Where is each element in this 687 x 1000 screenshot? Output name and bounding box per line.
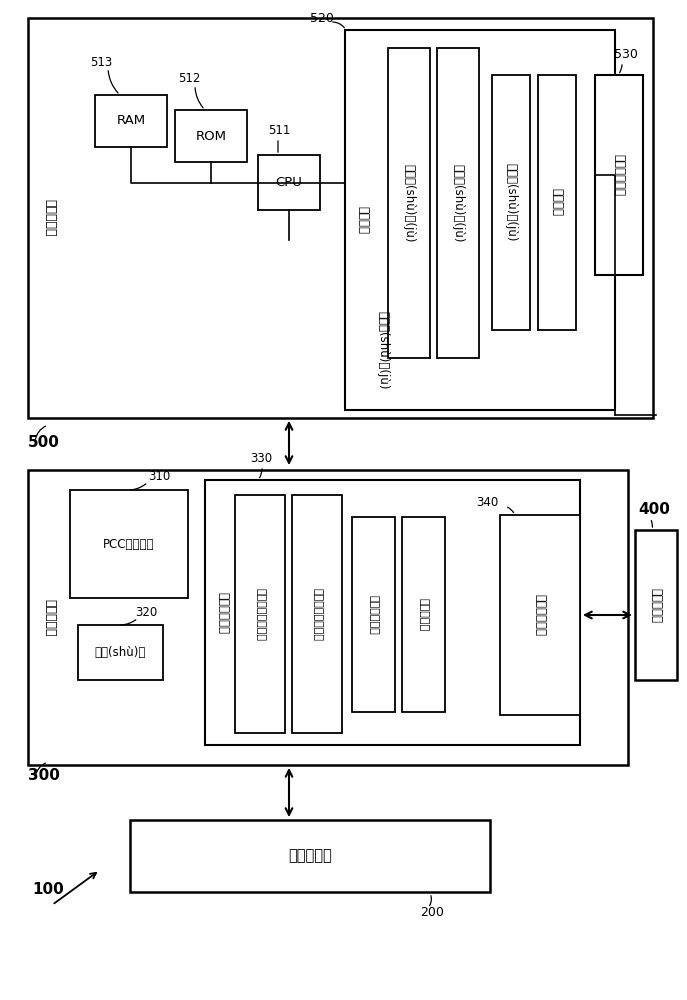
Bar	[28, 18, 653, 418]
Bar	[538, 75, 576, 330]
Text: 512: 512	[178, 72, 201, 85]
Bar	[28, 470, 628, 765]
Bar	[130, 820, 490, 892]
Text: 接觸點測量: 接觸點測量	[418, 598, 429, 631]
Text: 330: 330	[250, 452, 272, 464]
Text: 310: 310	[148, 470, 170, 483]
Text: 計數(shù)器: 計數(shù)器	[95, 646, 146, 659]
Text: ROM: ROM	[196, 129, 227, 142]
Text: PCC獲取單元: PCC獲取單元	[103, 538, 155, 550]
Bar	[235, 495, 285, 733]
Text: 主動標稱掃描測量: 主動標稱掃描測量	[312, 587, 322, 641]
Text: 200: 200	[420, 906, 444, 918]
Text: 自主掃描測量: 自主掃描測量	[368, 595, 379, 634]
Bar	[437, 48, 479, 358]
Text: 坐標測量機: 坐標測量機	[288, 848, 332, 863]
Bar	[492, 75, 530, 330]
Text: 被動標稱掃描測量: 被動標稱掃描測量	[255, 587, 265, 641]
Text: 513: 513	[90, 55, 112, 68]
Text: CPU: CPU	[275, 176, 302, 189]
Text: 手動控制器: 手動控制器	[649, 587, 662, 622]
Bar	[292, 495, 342, 733]
Bar	[95, 95, 167, 147]
Bar	[345, 30, 615, 410]
Text: 400: 400	[638, 502, 670, 518]
Text: 存儲單元: 存儲單元	[357, 206, 370, 234]
Bar	[402, 517, 445, 712]
Text: RAM: RAM	[116, 114, 146, 127]
Text: 340: 340	[476, 495, 498, 508]
Bar	[635, 530, 677, 680]
Bar	[595, 75, 643, 275]
Text: 300: 300	[28, 768, 60, 783]
Text: 設計數(shù)據(jù): 設計數(shù)據(jù)	[376, 311, 390, 389]
Text: 測量數(shù)據(jù): 測量數(shù)據(jù)	[504, 163, 517, 242]
Bar	[352, 517, 395, 712]
Bar	[78, 625, 163, 680]
Text: 主機計算機: 主機計算機	[43, 199, 56, 237]
Text: 運動控制器: 運動控制器	[43, 599, 56, 637]
Text: 控制程序: 控制程序	[550, 188, 563, 217]
Text: 路徑計算單元: 路徑計算單元	[216, 591, 229, 634]
Text: 511: 511	[268, 123, 291, 136]
Bar	[205, 480, 580, 745]
Bar	[175, 110, 247, 162]
Text: 500: 500	[28, 435, 60, 450]
Bar	[70, 490, 188, 598]
Text: 校正數(shù)據(jù): 校正數(shù)據(jù)	[451, 164, 464, 242]
Text: 100: 100	[32, 882, 64, 898]
Text: 520: 520	[310, 11, 334, 24]
Text: 320: 320	[135, 605, 157, 618]
Bar	[500, 515, 580, 715]
Text: 530: 530	[614, 47, 638, 60]
Text: 形狀分析單元: 形狀分析單元	[613, 154, 625, 196]
Text: 驅動控制單元: 驅動控制單元	[534, 594, 546, 636]
Bar	[258, 155, 320, 210]
Bar	[388, 48, 430, 358]
Text: 原始數(shù)據(jù): 原始數(shù)據(jù)	[403, 164, 416, 242]
